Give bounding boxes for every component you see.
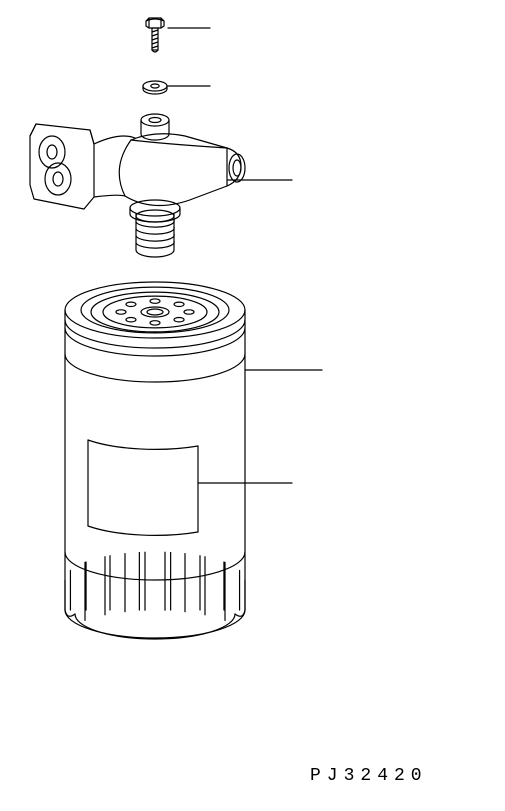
parts-diagram xyxy=(0,0,505,811)
part-number-label: PJ32420 xyxy=(310,766,428,786)
